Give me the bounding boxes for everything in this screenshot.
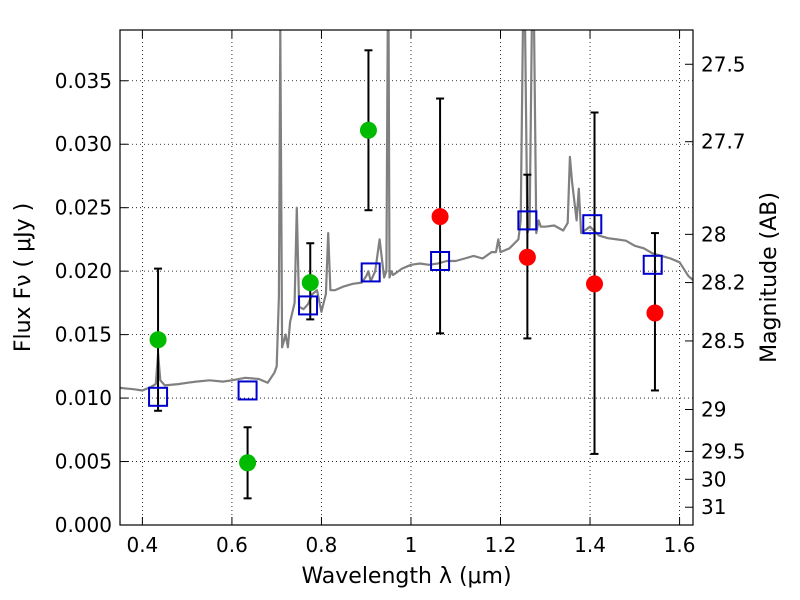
y2-axis: 27.5 27.7 28 28.2 28.5 29 29.5 30 31	[685, 52, 746, 519]
x-tick-label: 1.6	[664, 533, 696, 557]
data-point-circle	[359, 121, 377, 139]
data-point-circle	[239, 454, 257, 472]
spectrum-line	[120, 30, 693, 392]
data-point-circle	[586, 275, 604, 293]
error-bars	[154, 49, 659, 500]
data-point-square	[430, 251, 451, 271]
y-axis-title: Flux Fν ( μJy )	[11, 203, 36, 352]
y2-tick-label: 28.2	[701, 271, 746, 295]
data-point-square	[237, 380, 258, 401]
y-tick-label: 0.020	[55, 259, 112, 283]
data-point-circle	[301, 274, 319, 292]
plot-frame	[119, 29, 694, 526]
data-point-square	[360, 262, 381, 283]
x-tick-label: 0.4	[126, 533, 158, 557]
y2-tick-label: 27.7	[701, 130, 746, 154]
y-tick-label: 0.000	[55, 513, 112, 537]
y-tick-label: 0.010	[55, 386, 112, 410]
data-point-square	[582, 214, 603, 235]
y-axis: 0.000 0.005 0.010 0.015 0.020 0.025 0.030 0.035	[55, 69, 128, 537]
y-tick-label: 0.030	[55, 132, 112, 156]
x-tick-label: 1	[405, 533, 418, 557]
x-tick-label: 0.6	[216, 533, 248, 557]
data-point-circle	[149, 331, 167, 349]
data-point-circle	[431, 208, 449, 226]
y-tick-label: 0.025	[55, 196, 112, 220]
y2-tick-label: 28	[701, 222, 726, 246]
y2-axis-title: Magnitude (AB)	[757, 192, 782, 363]
x-tick-label: 0.8	[306, 533, 338, 557]
y-tick-label: 0.005	[55, 450, 112, 474]
y2-tick-label: 30	[701, 467, 726, 491]
data-point-square	[517, 210, 538, 231]
y2-tick-label: 29	[701, 398, 726, 422]
x-tick-label: 1.4	[574, 533, 606, 557]
data-point-circle	[518, 248, 536, 266]
spectrum-series	[120, 30, 693, 392]
x-tick-label: 1.2	[485, 533, 517, 557]
data-points	[148, 121, 664, 472]
y-tick-label: 0.035	[55, 69, 112, 93]
y2-tick-label: 31	[701, 495, 726, 519]
x-axis: 0.4 0.6 0.8 1 1.2 1.4 1.6	[126, 30, 695, 557]
data-point-square	[298, 295, 319, 316]
y2-tick-label: 29.5	[701, 439, 746, 463]
grid	[120, 30, 693, 526]
y-tick-label: 0.015	[55, 323, 112, 347]
x-axis-title: Wavelength λ (μm)	[301, 564, 511, 589]
data-point-circle	[646, 304, 664, 322]
y2-tick-label: 27.5	[701, 52, 746, 76]
y2-tick-label: 28.5	[701, 329, 746, 353]
data-point-square	[642, 254, 663, 275]
data-point-square	[148, 386, 169, 407]
